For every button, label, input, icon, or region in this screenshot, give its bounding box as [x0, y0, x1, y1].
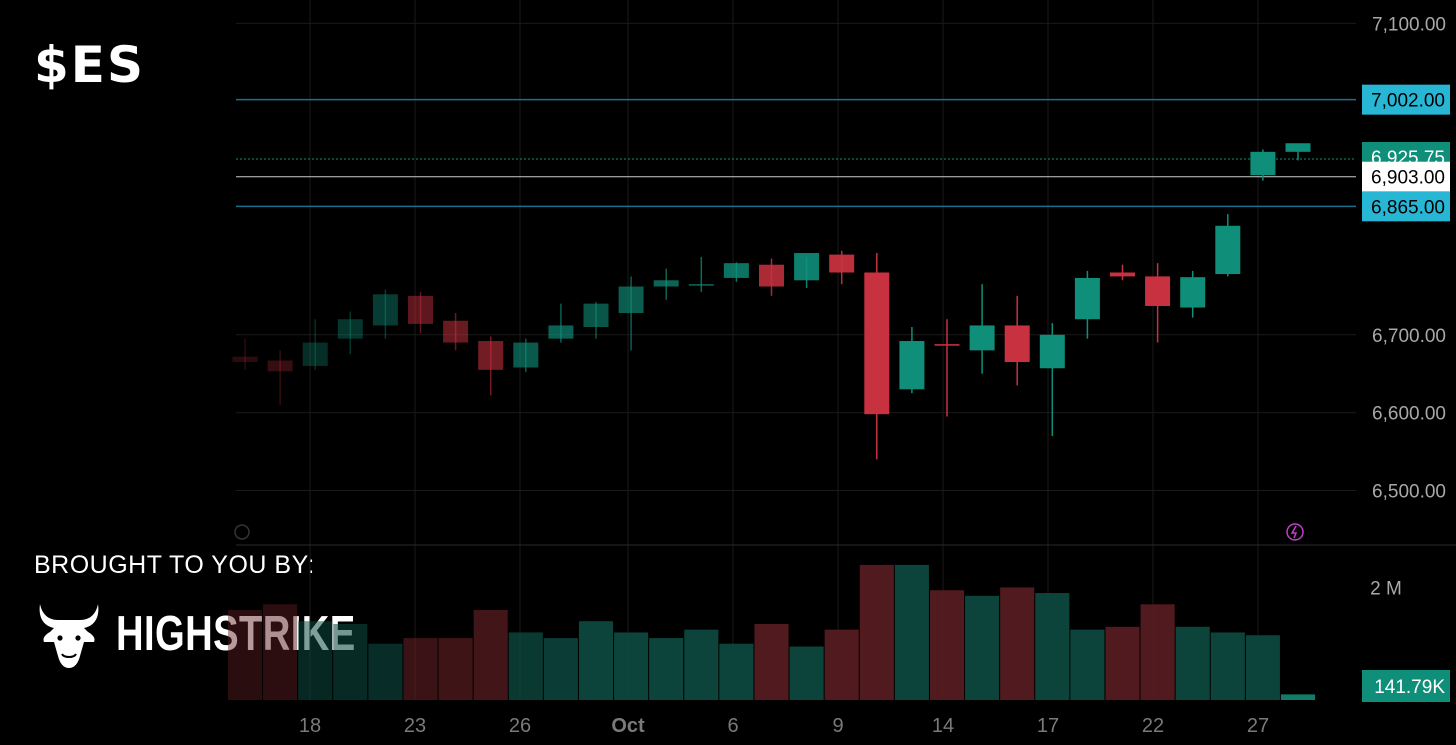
candle-body: [759, 264, 784, 287]
candle-body: [723, 263, 749, 278]
volume-bar: [1000, 587, 1035, 700]
candle-body: [302, 342, 328, 366]
candle-body: [1180, 277, 1206, 308]
volume-bar: [333, 624, 368, 700]
x-tick-label: 23: [404, 715, 426, 737]
candle-body: [443, 320, 469, 343]
candle-body: [548, 325, 574, 339]
volume-bar: [1245, 635, 1280, 700]
ticker-title: $ES: [34, 36, 145, 94]
candle-body: [1039, 334, 1065, 369]
candle-body: [408, 295, 433, 324]
volume-bar: [824, 629, 859, 700]
event-marker-icon: [234, 524, 250, 540]
volume-badge-label: 141.79K: [1374, 677, 1445, 698]
lightning-bolt-icon: [1290, 525, 1298, 539]
volume-bar: [1175, 626, 1210, 700]
y-tick-label: 6,600.00: [1372, 404, 1446, 425]
price-badge: [1362, 161, 1450, 192]
candle-body: [934, 344, 960, 346]
volume-bar: [649, 638, 684, 700]
candle-body: [688, 284, 714, 286]
volume-tick-label: 2 M: [1370, 578, 1402, 599]
volume-bar: [754, 624, 789, 700]
volume-bar: [473, 609, 508, 700]
volume-bar: [1140, 604, 1175, 700]
x-tick-label: Oct: [611, 715, 645, 737]
price-badge-label: 6,903.00: [1371, 168, 1445, 189]
volume-bar: [929, 590, 965, 700]
x-tick-label: 27: [1247, 715, 1269, 737]
x-tick-label: 17: [1037, 715, 1059, 737]
volume-bar: [263, 604, 298, 700]
candle-body: [337, 319, 363, 339]
volume-badge: [1362, 670, 1450, 702]
lightning-event-icon: [1286, 523, 1304, 541]
candle-body: [653, 280, 679, 287]
volume-bar: [1035, 593, 1070, 700]
y-tick-label: 6,700.00: [1372, 326, 1446, 347]
candle-body: [864, 272, 890, 415]
candle-body: [1250, 151, 1276, 176]
volume-bar: [1070, 629, 1105, 700]
candle-body: [1110, 272, 1135, 277]
x-tick-label: 18: [299, 715, 321, 737]
volume-bar: [965, 595, 1000, 700]
candle-body: [232, 356, 258, 363]
volume-bar: [227, 609, 263, 700]
volume-bar: [508, 632, 543, 700]
volume-bar: [578, 621, 614, 700]
price-badge-label: 7,002.00: [1371, 91, 1445, 112]
candle-body: [899, 341, 925, 390]
candle-body: [478, 341, 504, 370]
candle-body: [267, 360, 293, 372]
bull-head-icon: [39, 604, 99, 668]
volume-bar: [719, 643, 754, 700]
x-tick-label: 26: [509, 715, 531, 737]
x-tick-label: 9: [832, 715, 843, 737]
volume-bar: [368, 643, 403, 700]
price-badge-label: 6,865.00: [1371, 197, 1445, 218]
volume-bar: [438, 638, 473, 700]
price-badge: [1362, 191, 1450, 222]
price-badge: [1362, 84, 1450, 115]
volume-bar: [403, 638, 438, 700]
x-tick-label: 22: [1142, 715, 1164, 737]
volume-bar: [789, 646, 824, 700]
candle-body: [1004, 325, 1030, 363]
volume-bar: [543, 638, 578, 700]
candle-body: [513, 342, 539, 368]
candle-body: [1074, 277, 1100, 320]
volume-bar: [298, 621, 333, 700]
volume-bar: [859, 564, 894, 700]
candle-body: [794, 253, 820, 281]
volume-bar: [1280, 694, 1316, 700]
x-tick-label: 6: [727, 715, 738, 737]
candle-body: [583, 303, 609, 327]
y-tick-label: 6,500.00: [1372, 482, 1446, 503]
volume-bar: [1105, 626, 1140, 700]
candle-body: [372, 294, 398, 326]
volume-bar: [1210, 632, 1245, 700]
volume-bar: [684, 629, 719, 700]
candle-body: [618, 286, 644, 313]
candle-body: [1145, 276, 1171, 306]
candle-body: [1215, 225, 1241, 275]
candle-body: [829, 254, 855, 273]
volume-bar: [894, 564, 929, 700]
candle-body: [969, 325, 995, 351]
x-tick-label: 14: [932, 715, 954, 737]
candle-body: [1285, 143, 1311, 152]
y-tick-label: 7,100.00: [1372, 14, 1446, 35]
sponsor-caption: BROUGHT TO YOU BY:: [34, 551, 315, 579]
volume-bar: [614, 632, 649, 700]
